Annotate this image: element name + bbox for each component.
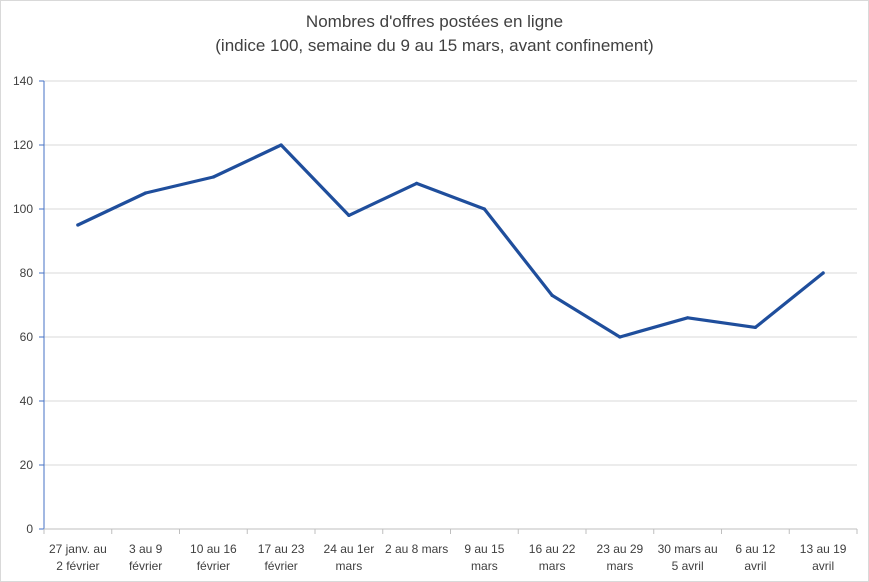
data-point [753, 325, 757, 329]
y-tick-label: 20 [20, 458, 34, 472]
gridlines [44, 80, 857, 466]
data-point [618, 335, 622, 339]
x-tick-label: 30 mars au 5 avril [658, 542, 718, 573]
x-tick-label: 17 au 23 février [258, 542, 305, 573]
y-tick-label: 40 [20, 394, 34, 408]
y-tick-label: 120 [13, 138, 33, 152]
x-tick-label: 6 au 12 avril [735, 542, 775, 573]
x-tick-label: 3 au 9 février [129, 542, 163, 573]
y-tick-label: 80 [20, 266, 34, 280]
y-tick-label: 100 [13, 202, 33, 216]
y-axis-ticks: 0 20 40 60 80 100 120 140 [13, 74, 44, 536]
x-tick-label: 10 au 16 février [190, 542, 237, 573]
data-point [821, 271, 825, 275]
data-point [550, 293, 554, 297]
chart-title: Nombres d'offres postées en ligne [305, 12, 564, 31]
x-tick-label: 27 janv. au 2 février [49, 542, 107, 573]
x-tick-label: 13 au 19 avril [800, 542, 847, 573]
data-point [415, 181, 419, 185]
series-group [76, 143, 825, 339]
chart-subtitle: (indice 100, semaine du 9 au 15 mars, av… [215, 36, 654, 55]
data-point [686, 316, 690, 320]
x-axis-ticks: 27 janv. au 2 février 3 au 9 février 10 au 1… [43, 529, 858, 573]
y-tick-label: 140 [13, 74, 33, 88]
data-point [211, 175, 215, 179]
y-tick-label: 0 [26, 522, 33, 536]
x-tick-label: 16 au 22 mars [529, 542, 576, 573]
x-tick-label: 9 au 15 mars [464, 542, 504, 573]
axes [43, 81, 857, 530]
series-line [76, 143, 825, 339]
x-tick-label: 23 au 29 mars [597, 542, 644, 573]
x-tick-label: 2 au 8 mars [385, 542, 448, 556]
data-point [347, 213, 351, 217]
data-point [279, 143, 283, 147]
data-point [76, 223, 80, 227]
x-tick-label: 24 au 1er mars [324, 542, 375, 573]
data-point [144, 191, 148, 195]
data-point [482, 207, 486, 211]
y-tick-label: 60 [20, 330, 34, 344]
